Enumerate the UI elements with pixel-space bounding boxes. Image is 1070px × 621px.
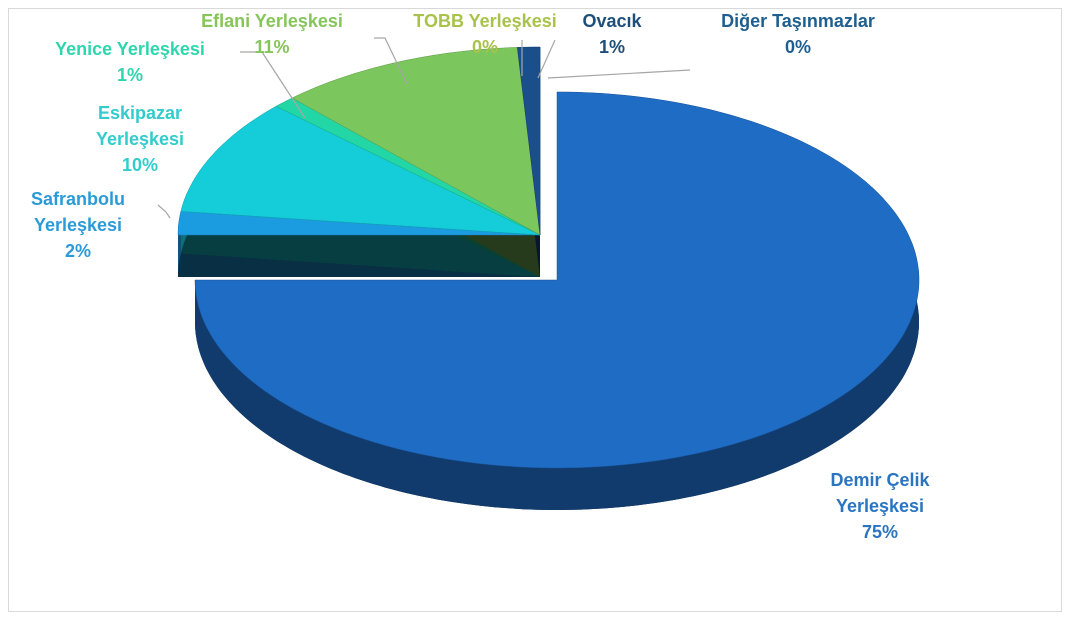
leader-line: [157, 204, 171, 219]
data-label: Yenice Yerleşkesi 1%: [20, 36, 240, 88]
leader-line: [547, 69, 691, 79]
chart-border: [8, 8, 1062, 612]
category-label: Safranbolu Yerleşkesi: [30, 189, 125, 235]
category-label: Ovacık: [582, 11, 642, 31]
value-label: 10%: [121, 155, 159, 175]
pie-slice: [194, 91, 920, 469]
data-label: Eflani Yerleşkesi 11%: [172, 8, 372, 60]
data-label: TOBB Yerleşkesi 0%: [395, 8, 575, 60]
leader-line: [537, 39, 556, 79]
category-label: Demir Çelik Yerleşkesi: [830, 470, 930, 516]
value-label: 0%: [784, 37, 811, 57]
leader-line: [374, 37, 409, 87]
value-label: 0%: [471, 37, 498, 57]
leader-lines: [157, 37, 691, 219]
value-label: 11%: [254, 37, 290, 57]
data-label: Ovacık 1%: [552, 8, 672, 60]
pie-slice: [180, 106, 541, 236]
category-label: Eskipazar Yerleşkesi: [95, 103, 185, 149]
data-label: Diğer Taşınmazlar 0%: [688, 8, 908, 60]
value-label: 1%: [598, 37, 625, 57]
category-label: Yenice Yerleşkesi: [55, 39, 205, 59]
slice-tops: [177, 46, 920, 469]
data-label: Demir Çelik Yerleşkesi 75%: [805, 467, 955, 545]
category-label: Eflani Yerleşkesi: [201, 11, 343, 31]
value-label: 2%: [64, 241, 91, 261]
category-label: TOBB Yerleşkesi: [413, 11, 557, 31]
data-label: Eskipazar Yerleşkesi 10%: [80, 100, 200, 178]
leader-line: [240, 51, 306, 119]
category-label: Diğer Taşınmazlar: [721, 11, 875, 31]
value-label: 1%: [116, 65, 143, 85]
data-label: Safranbolu Yerleşkesi 2%: [13, 186, 143, 264]
pie: [177, 46, 920, 510]
value-label: 75%: [861, 522, 899, 542]
